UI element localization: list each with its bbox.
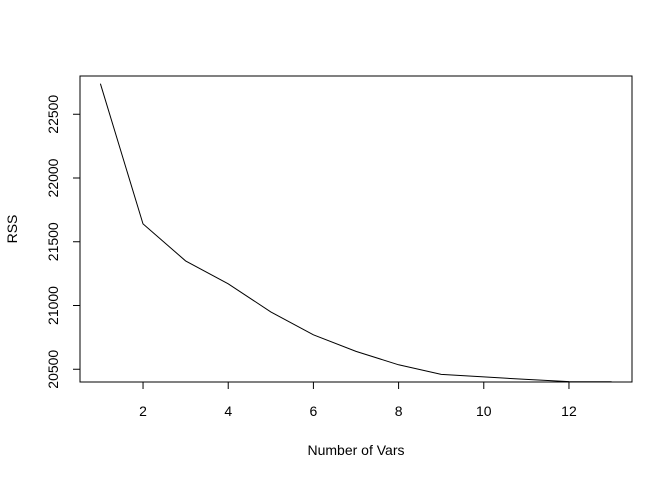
y-tick-label: 20500 (45, 350, 61, 389)
y-axis-label: RSS (4, 215, 20, 244)
y-tick-label: 22000 (45, 158, 61, 197)
x-tick-label: 8 (395, 403, 403, 419)
x-tick-label: 6 (310, 403, 318, 419)
y-tick-label: 21500 (45, 222, 61, 261)
x-axis-label: Number of Vars (308, 442, 405, 458)
x-tick-label: 10 (476, 403, 492, 419)
y-tick-label: 22500 (45, 95, 61, 134)
rss-series-line (99, 83, 612, 383)
y-tick-label: 21000 (45, 286, 61, 325)
plot-frame (79, 75, 633, 383)
x-tick-label: 4 (224, 403, 232, 419)
x-tick-label: 2 (139, 403, 147, 419)
x-axis: 2 4 6 8 10 12 (139, 381, 577, 419)
x-tick-label: 12 (561, 403, 577, 419)
y-axis: 20500 21000 21500 22000 22500 (45, 95, 81, 389)
